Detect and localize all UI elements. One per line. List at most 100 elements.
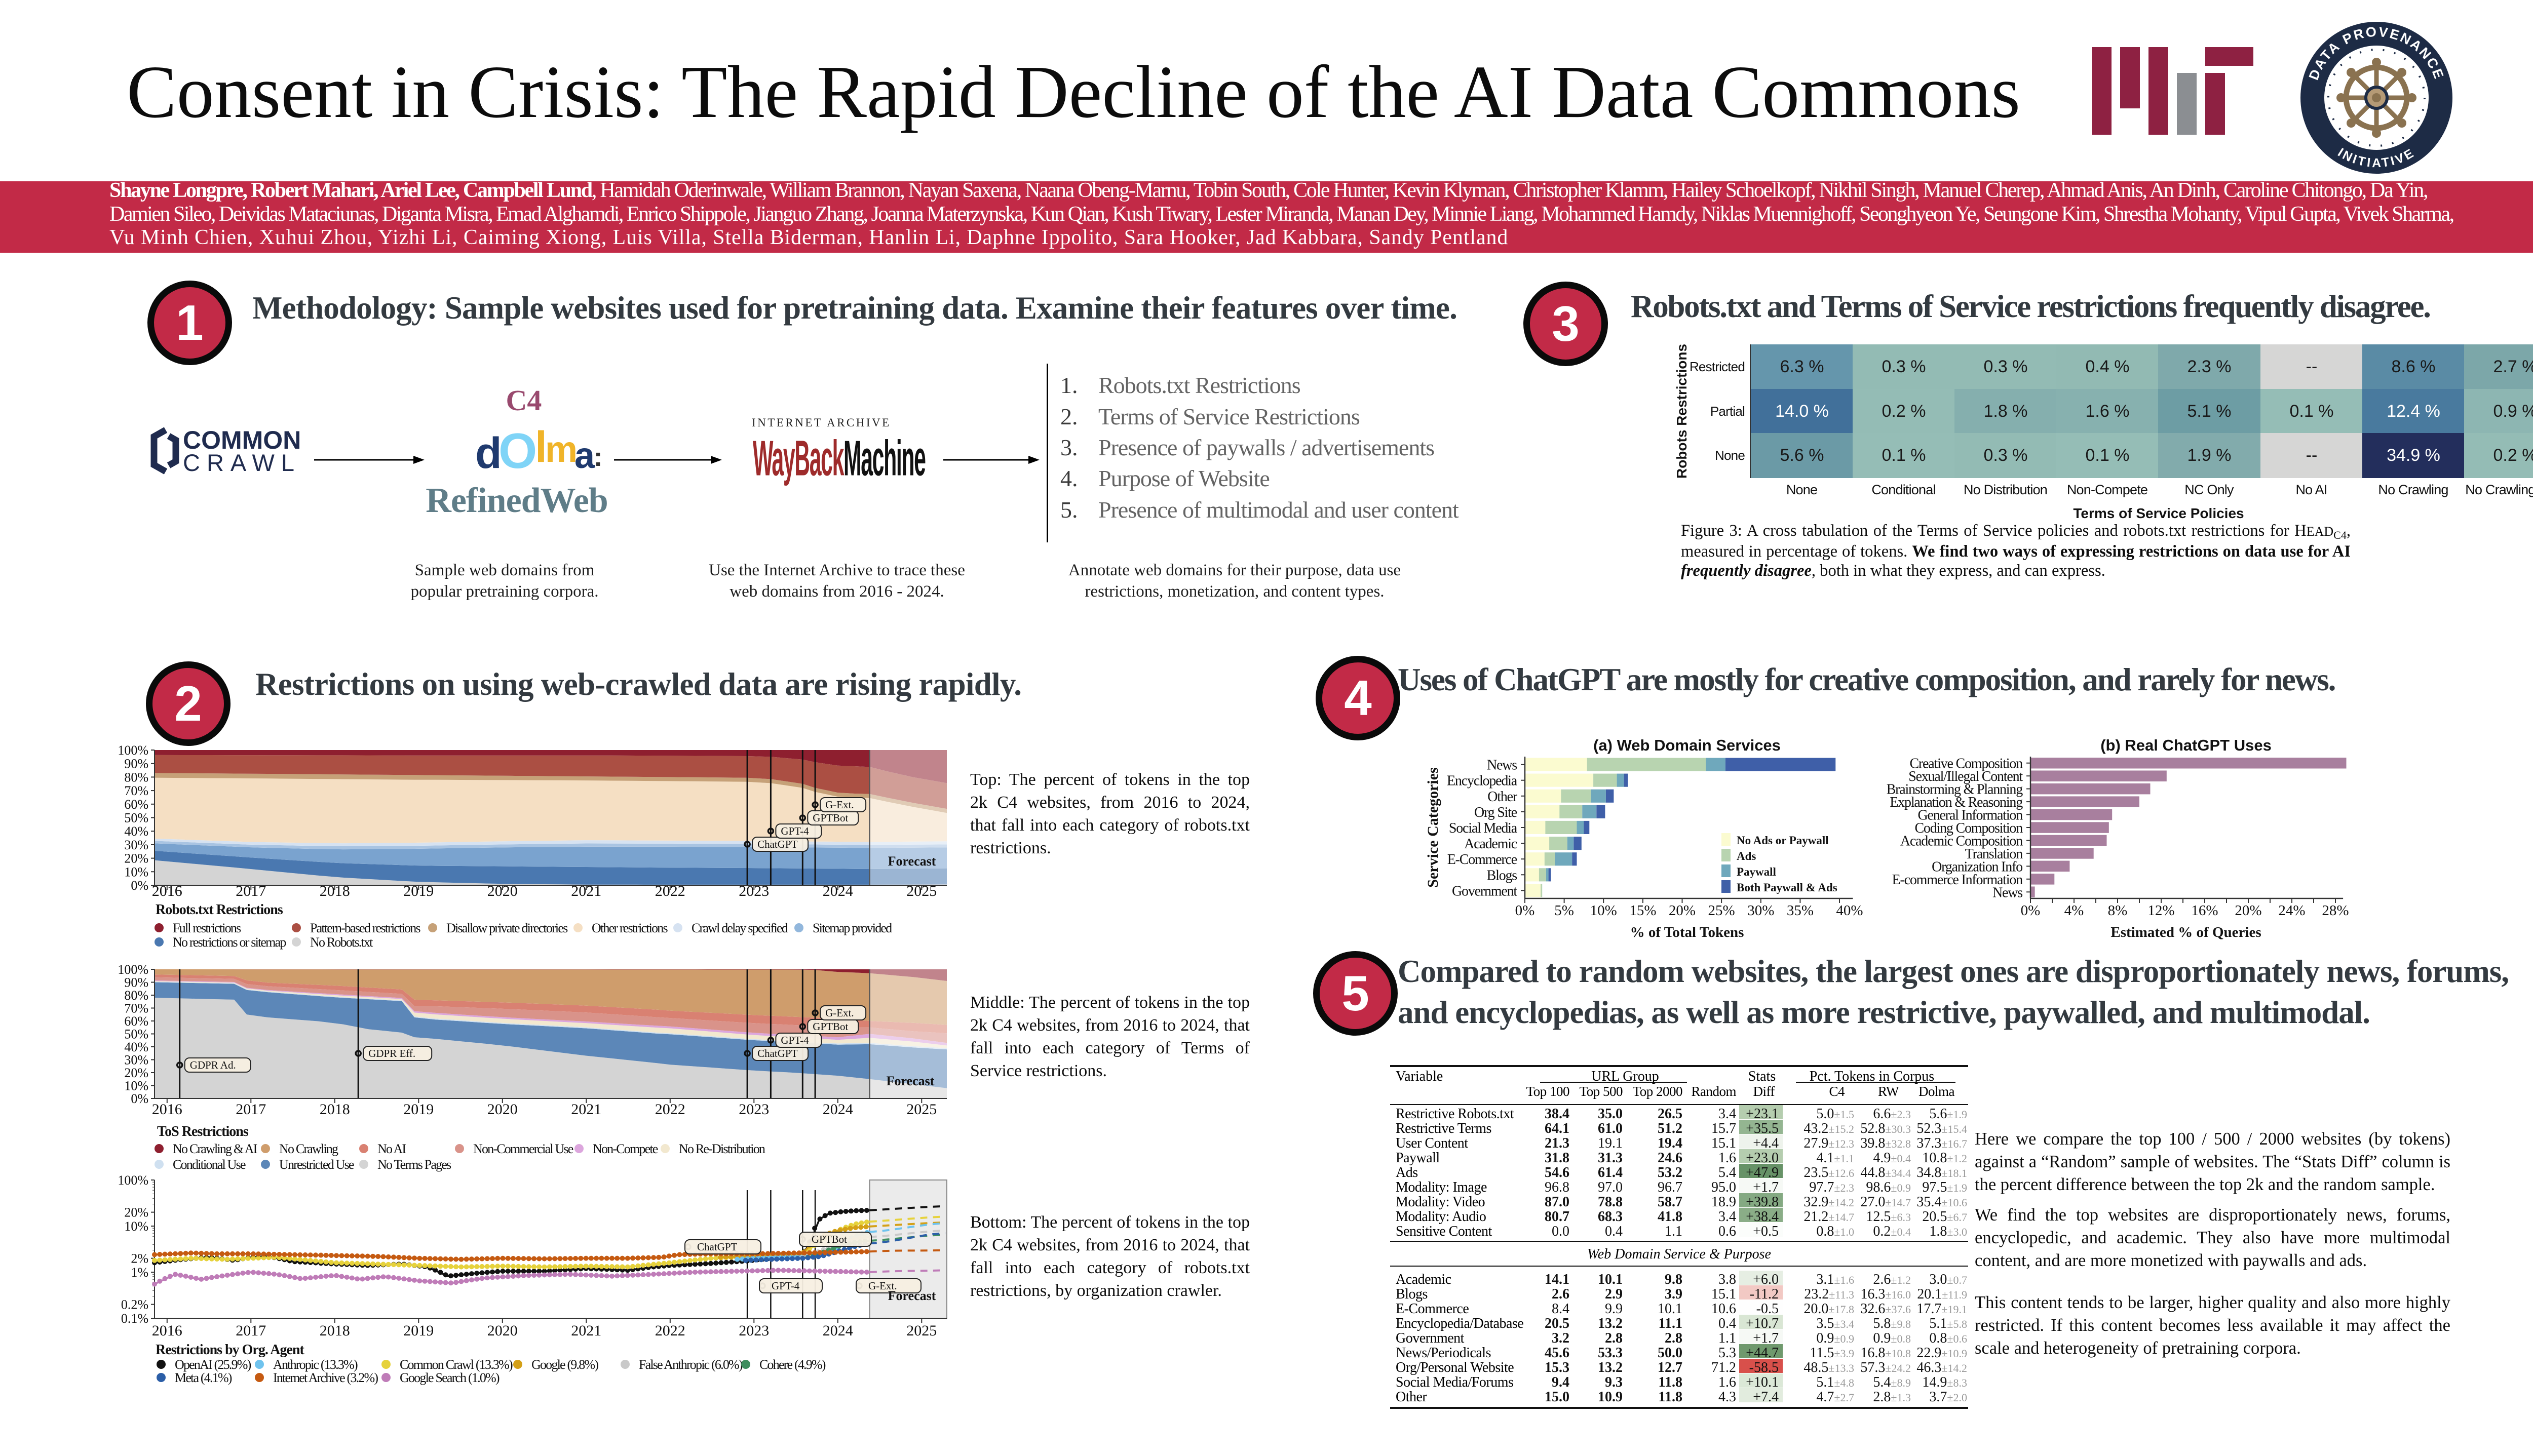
svg-text:20%: 20% [124,851,148,866]
svg-text:2021: 2021 [571,883,601,899]
svg-text:2%: 2% [131,1251,148,1266]
svg-text:2024: 2024 [823,1322,853,1339]
svg-text:10%: 10% [124,864,148,879]
svg-text:0.2%: 0.2% [121,1297,148,1312]
svg-text:30%: 30% [124,1053,148,1068]
svg-text:m: m [545,429,578,470]
svg-text:GPTBot: GPTBot [813,1020,848,1033]
svg-text:2019: 2019 [403,883,434,899]
svg-text:COMMON: COMMON [183,426,301,454]
svg-text:GPT-4: GPT-4 [772,1280,800,1292]
svg-text:90%: 90% [124,975,148,990]
svg-text:2017: 2017 [236,1101,266,1118]
svg-text:2024: 2024 [823,883,853,899]
svg-text:News: News [1992,885,2022,900]
svg-text:30%: 30% [124,838,148,852]
svg-text:Other: Other [1487,789,1518,805]
svg-text:80%: 80% [124,770,148,784]
svg-text:60%: 60% [124,1014,148,1029]
svg-text:20%: 20% [1669,902,1696,919]
svg-text:20%: 20% [124,1066,148,1080]
svg-text:40%: 40% [124,1040,148,1054]
svg-text:2025: 2025 [906,1101,937,1118]
svg-text:60%: 60% [124,797,148,812]
svg-text:0%: 0% [2021,902,2041,919]
svg-text:2022: 2022 [655,883,685,899]
svg-text:100%: 100% [118,962,148,977]
svg-text:2020: 2020 [487,1322,518,1339]
svg-text:Translation: Translation [1965,846,2023,862]
svg-text:Social Media: Social Media [1449,820,1518,836]
svg-text:10%: 10% [124,1219,148,1234]
svg-text:2023: 2023 [739,883,769,899]
svg-text:GPT-4: GPT-4 [781,1034,809,1046]
svg-text:2016: 2016 [152,1322,182,1339]
svg-text:2023: 2023 [739,1101,769,1118]
svg-text:Creative Composition: Creative Composition [1909,756,2023,772]
svg-text:GDPR Ad.: GDPR Ad. [190,1059,236,1071]
svg-text:5%: 5% [1554,902,1574,919]
svg-text:G-Ext.: G-Ext. [825,799,854,811]
svg-text:2019: 2019 [403,1101,434,1118]
svg-text:Organization Info: Organization Info [1932,859,2022,875]
svg-text:E-Commerce: E-Commerce [1447,852,1517,868]
svg-text:80%: 80% [124,988,148,1003]
svg-text:2021: 2021 [571,1101,601,1118]
svg-text::: : [594,443,602,472]
svg-text:8%: 8% [2108,902,2128,919]
svg-text:GDPR Eff.: GDPR Eff. [368,1047,415,1059]
svg-text:25%: 25% [1708,902,1735,919]
svg-text:2016: 2016 [152,1101,182,1118]
svg-text:0%: 0% [1515,902,1535,919]
svg-text:1%: 1% [131,1265,148,1280]
svg-text:CRAWL: CRAWL [183,449,301,475]
svg-text:10%: 10% [124,1079,148,1093]
svg-text:0%: 0% [131,1091,148,1106]
svg-text:a: a [574,436,595,476]
svg-text:2016: 2016 [152,883,182,899]
svg-text:0.1%: 0.1% [121,1311,148,1326]
svg-text:2022: 2022 [655,1101,685,1118]
svg-text:Coding Composition: Coding Composition [1914,820,2023,836]
svg-text:O: O [498,423,537,479]
svg-text:E-commerce Information: E-commerce Information [1892,872,2023,888]
svg-text:GPTBot: GPTBot [813,812,848,824]
svg-text:l: l [535,423,547,471]
svg-text:Forecast: Forecast [888,1288,936,1303]
svg-text:Forecast: Forecast [887,1074,935,1088]
svg-text:35%: 35% [1787,902,1814,919]
svg-text:2018: 2018 [320,883,350,899]
svg-text:ChatGPT: ChatGPT [757,838,798,850]
svg-text:2025: 2025 [906,1322,937,1339]
svg-text:2020: 2020 [487,1101,518,1118]
svg-text:100%: 100% [118,743,148,758]
svg-text:ChatGPT: ChatGPT [697,1241,738,1253]
svg-text:2019: 2019 [403,1322,434,1339]
svg-text:d: d [475,429,502,478]
svg-text:40%: 40% [124,824,148,839]
svg-text:28%: 28% [2322,902,2349,919]
svg-text:15%: 15% [1629,902,1656,919]
svg-text:G-Ext.: G-Ext. [825,1007,854,1019]
svg-text:News: News [1487,758,1517,773]
svg-text:Brainstorming & Planning: Brainstorming & Planning [1887,782,2023,798]
svg-text:2025: 2025 [906,883,937,899]
svg-text:2021: 2021 [571,1322,601,1339]
svg-text:Robots Restrictions: Robots Restrictions [1674,344,1690,479]
svg-text:Service Categories: Service Categories [1425,767,1441,887]
svg-text:50%: 50% [124,811,148,825]
svg-text:70%: 70% [124,1001,148,1016]
svg-text:20%: 20% [2235,902,2261,919]
svg-text:Academic: Academic [1464,836,1517,852]
svg-text:10%: 10% [1590,902,1617,919]
svg-text:2017: 2017 [236,1322,266,1339]
svg-text:100%: 100% [118,1173,148,1188]
svg-text:90%: 90% [124,757,148,771]
svg-text:General Information: General Information [1917,808,2023,823]
svg-text:2024: 2024 [823,1101,853,1118]
svg-text:40%: 40% [1836,902,1863,919]
svg-text:2020: 2020 [487,883,518,899]
svg-text:50%: 50% [124,1027,148,1042]
svg-text:4%: 4% [2064,902,2084,919]
svg-text:70%: 70% [124,783,148,798]
